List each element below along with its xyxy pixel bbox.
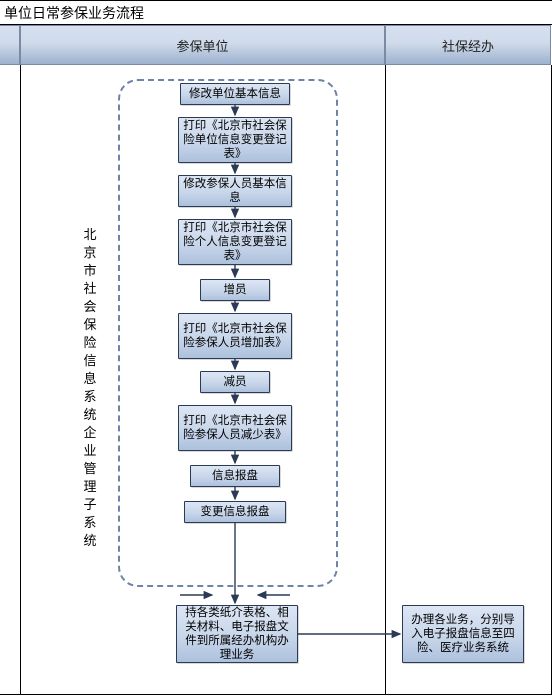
node-modify-person-info: 修改参保人员基本信息 [178, 175, 292, 207]
node-print-add-form: 打印《北京市社会保险参保人员增加表》 [178, 313, 292, 359]
node-info-disk: 信息报盘 [190, 465, 280, 487]
node-change-disk: 变更信息报盘 [184, 501, 286, 523]
node-print-person-change-form: 打印《北京市社会保险个人信息变更登记表》 [178, 219, 292, 265]
flowchart-page: 单位日常参保业务流程 参保单位 社保经办 北京市社会保险信息系统企业管理子系统 … [0, 0, 552, 695]
node-process-import: 办理各业务，分别导入电子报盘信息至四险、医疗业务系统 [402, 605, 524, 663]
header-col2: 社保经办 [385, 25, 551, 65]
node-add-member: 增员 [200, 279, 270, 301]
lane-divider-mid [385, 65, 386, 694]
lane-divider-left [20, 65, 21, 694]
node-print-remove-form: 打印《北京市社会保险参保人员减少表》 [178, 405, 292, 451]
header-col1: 参保单位 [20, 25, 385, 65]
node-modify-unit-info: 修改单位基本信息 [180, 83, 290, 105]
system-side-label: 北京市社会保险信息系统企业管理子系统 [82, 226, 98, 550]
page-title: 单位日常参保业务流程 [0, 1, 552, 25]
node-submit-materials: 持各类纸介表格、相关材料、电子报盘文件到所属经办机构办理业务 [176, 605, 298, 663]
node-remove-member: 减员 [200, 371, 270, 393]
node-print-unit-change-form: 打印《北京市社会保险单位信息变更登记表》 [178, 117, 292, 163]
header-stub [0, 25, 20, 65]
